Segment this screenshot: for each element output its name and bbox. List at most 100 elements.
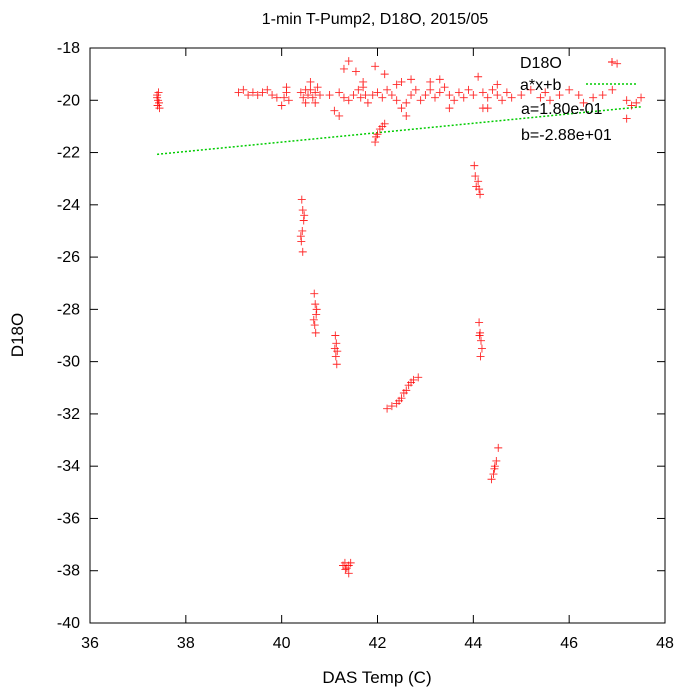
data-point bbox=[421, 91, 430, 100]
data-point bbox=[258, 88, 267, 97]
data-point bbox=[475, 318, 484, 327]
data-point bbox=[435, 75, 444, 84]
legend-label-d18o: D18O bbox=[520, 55, 562, 72]
data-point bbox=[380, 119, 389, 128]
data-point bbox=[483, 93, 492, 102]
x-tick-label: 42 bbox=[369, 635, 387, 652]
data-point bbox=[368, 91, 377, 100]
data-point bbox=[332, 360, 341, 369]
data-point bbox=[306, 77, 315, 86]
data-point bbox=[555, 91, 564, 100]
data-point bbox=[298, 206, 307, 215]
data-point bbox=[280, 93, 289, 102]
legend-plus-icon bbox=[608, 58, 616, 66]
data-point bbox=[296, 88, 305, 97]
data-point bbox=[387, 91, 396, 100]
x-tick-label: 38 bbox=[177, 635, 195, 652]
data-point bbox=[282, 83, 291, 92]
data-point bbox=[474, 72, 483, 81]
y-tick-label: -38 bbox=[57, 563, 80, 580]
data-points bbox=[153, 57, 646, 578]
data-point bbox=[608, 85, 617, 94]
data-point bbox=[359, 77, 368, 86]
data-point bbox=[373, 88, 382, 97]
data-point bbox=[331, 331, 340, 340]
legend-marker-d18o bbox=[608, 58, 616, 66]
data-point bbox=[476, 190, 485, 199]
x-axis-title: DAS Temp (C) bbox=[322, 668, 431, 687]
legend: D18O a*x+b a=1.80e-01 b=-2.88e+01 bbox=[520, 55, 638, 144]
data-point bbox=[335, 111, 344, 120]
data-point bbox=[354, 85, 363, 94]
data-point bbox=[299, 93, 308, 102]
x-tick-label: 40 bbox=[273, 635, 291, 652]
data-point bbox=[344, 96, 353, 105]
data-point bbox=[153, 93, 162, 102]
data-point bbox=[414, 373, 423, 382]
annotation-a: a=1.80e-01 bbox=[521, 101, 603, 118]
data-point bbox=[301, 85, 310, 94]
data-point bbox=[339, 64, 348, 73]
data-point bbox=[248, 88, 257, 97]
data-point bbox=[637, 93, 646, 102]
data-point bbox=[304, 91, 313, 100]
data-point bbox=[464, 85, 473, 94]
fit-line bbox=[157, 106, 642, 156]
data-point bbox=[402, 111, 411, 120]
y-tick-label: -36 bbox=[57, 510, 80, 527]
data-point bbox=[498, 96, 507, 105]
data-point bbox=[356, 93, 365, 102]
data-point bbox=[475, 185, 484, 194]
data-point bbox=[469, 91, 478, 100]
data-point bbox=[351, 67, 360, 76]
data-point bbox=[371, 62, 380, 71]
data-point bbox=[407, 91, 416, 100]
data-point bbox=[331, 352, 340, 361]
y-tick-label: -34 bbox=[57, 458, 80, 475]
legend-label-fit: a*x+b bbox=[520, 77, 561, 94]
data-point bbox=[372, 132, 381, 141]
y-tick-label: -28 bbox=[57, 301, 80, 318]
y-tick-label: -20 bbox=[57, 92, 80, 109]
data-point bbox=[277, 101, 286, 110]
data-point bbox=[296, 232, 305, 241]
data-point bbox=[395, 396, 404, 405]
x-axis: 36 38 40 42 44 46 48 bbox=[81, 48, 674, 652]
data-point bbox=[298, 226, 307, 235]
data-point bbox=[493, 91, 502, 100]
data-point bbox=[312, 310, 321, 319]
data-point bbox=[298, 247, 307, 256]
data-point bbox=[546, 96, 554, 105]
data-point bbox=[392, 96, 401, 105]
data-point bbox=[478, 88, 487, 97]
data-point bbox=[492, 456, 501, 465]
data-point bbox=[426, 77, 435, 86]
data-point bbox=[526, 85, 535, 94]
annotation-b: b=-2.88e+01 bbox=[521, 127, 612, 144]
data-point bbox=[627, 101, 636, 110]
data-point bbox=[313, 83, 322, 92]
x-tick-label: 48 bbox=[656, 635, 674, 652]
data-point bbox=[579, 98, 588, 107]
y-tick-label: -18 bbox=[57, 40, 80, 57]
y-axis: -40 -38 -36 -34 -32 -30 -28 -26 -24 -22 -20 -18 bbox=[57, 40, 665, 632]
x-tick-label: 46 bbox=[560, 635, 578, 652]
data-point bbox=[445, 104, 454, 113]
data-point bbox=[392, 80, 401, 89]
data-point bbox=[622, 114, 631, 123]
y-tick-label: -30 bbox=[57, 354, 80, 371]
data-point bbox=[284, 96, 293, 105]
data-point bbox=[311, 300, 320, 309]
data-point bbox=[440, 83, 449, 92]
data-point bbox=[153, 101, 162, 110]
data-point bbox=[316, 91, 324, 100]
data-point bbox=[407, 75, 416, 84]
y-tick-label: -40 bbox=[57, 615, 80, 632]
x-tick-label: 44 bbox=[464, 635, 482, 652]
data-point bbox=[494, 443, 503, 452]
data-point bbox=[574, 91, 583, 100]
data-point bbox=[470, 161, 479, 170]
data-point bbox=[493, 80, 502, 89]
data-point bbox=[454, 88, 463, 97]
data-point bbox=[475, 331, 484, 340]
